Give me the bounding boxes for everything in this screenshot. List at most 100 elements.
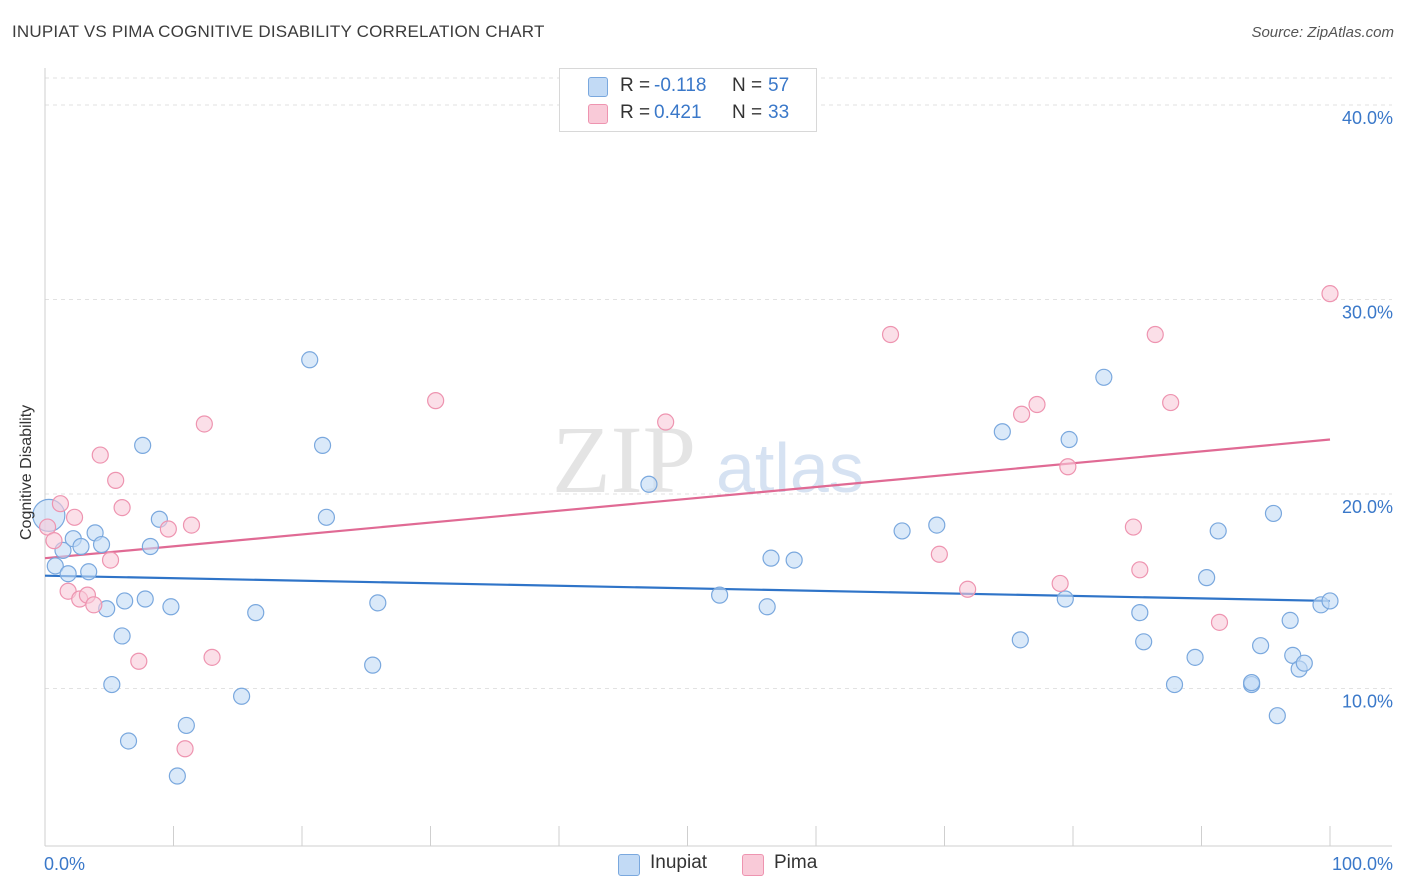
point-pima — [1162, 393, 1180, 412]
point-inupiat — [1243, 674, 1261, 692]
trendlines — [44, 438, 1331, 603]
point-pima — [195, 415, 213, 433]
point-pima — [113, 498, 131, 517]
point-pima — [1210, 613, 1229, 631]
source-label: Source: ZipAtlas.com — [1251, 24, 1394, 41]
point-pima — [51, 495, 70, 513]
point-inupiat — [928, 516, 946, 534]
point-pima — [881, 325, 900, 344]
point-inupiat — [1135, 633, 1153, 651]
point-pima — [1012, 405, 1031, 423]
legend-swatch-pima — [742, 854, 764, 876]
y-tick-label: 30.0% — [1342, 302, 1393, 322]
x-tick-label: 100.0% — [1332, 854, 1393, 874]
point-inupiat — [369, 594, 387, 612]
point-pima — [130, 652, 148, 670]
point-inupiat — [364, 656, 382, 674]
point-inupiat — [168, 767, 186, 785]
point-inupiat — [113, 627, 131, 645]
point-inupiat — [92, 535, 111, 554]
legend-r-label: R = — [620, 75, 651, 96]
point-pima — [101, 551, 120, 569]
point-inupiat — [1131, 604, 1149, 622]
point-inupiat — [116, 592, 134, 610]
point-pima — [91, 446, 109, 464]
point-inupiat — [893, 522, 911, 540]
watermark-zip: ZIP — [552, 406, 696, 513]
point-inupiat — [247, 604, 265, 622]
point-inupiat — [1198, 569, 1216, 587]
point-inupiat — [317, 508, 336, 526]
point-pima — [203, 648, 221, 666]
y-tick-label: 10.0% — [1342, 691, 1393, 711]
tick-labels: 10.0% 20.0% 30.0% 40.0% 0.0% 100.0% — [44, 108, 1393, 874]
trendline-inupiat — [44, 574, 1331, 603]
point-pima — [1321, 285, 1339, 303]
watermark-atlas: atlas — [716, 429, 864, 507]
point-inupiat — [313, 436, 332, 454]
trendline-pima — [44, 438, 1331, 560]
point-inupiat — [1209, 522, 1227, 540]
point-inupiat — [1011, 631, 1029, 649]
point-pima — [176, 740, 194, 758]
axes — [44, 68, 1392, 847]
legend-r-label: R = — [620, 102, 651, 123]
series-legend: Inupiat Pima — [0, 852, 1406, 878]
point-inupiat — [136, 590, 154, 608]
point-pima — [1051, 574, 1069, 593]
point-inupiat — [103, 675, 121, 694]
point-pima — [1146, 325, 1164, 344]
point-inupiat — [80, 563, 98, 581]
point-pima — [657, 413, 675, 431]
correlation-legend: R = -0.118 N = 57 R = 0.421 N = 33 — [559, 68, 817, 132]
point-pima — [85, 596, 103, 614]
point-inupiat — [59, 565, 77, 583]
legend-swatch-pima — [588, 104, 608, 124]
point-inupiat — [1295, 654, 1313, 672]
point-inupiat — [162, 598, 180, 616]
point-inupiat — [1281, 611, 1299, 629]
point-inupiat — [762, 549, 780, 567]
point-inupiat — [72, 537, 90, 556]
point-inupiat — [1060, 430, 1078, 449]
y-axis-label: Cognitive Disability — [18, 404, 35, 540]
legend-label-pima: Pima — [774, 852, 818, 873]
y-tick-label: 40.0% — [1342, 108, 1393, 128]
point-inupiat — [141, 537, 159, 556]
legend-n-value: 57 — [768, 75, 790, 96]
point-pima — [45, 532, 63, 550]
point-inupiat — [1264, 504, 1283, 523]
point-inupiat — [993, 423, 1011, 441]
point-inupiat — [1095, 368, 1113, 386]
point-pima — [959, 580, 977, 598]
point-inupiat — [640, 475, 658, 493]
point-inupiat — [301, 351, 319, 369]
legend-swatch-inupiat — [618, 854, 640, 876]
point-pima — [427, 392, 445, 410]
y-tick-label: 20.0% — [1342, 497, 1393, 517]
data-points — [32, 285, 1339, 785]
legend-n-value: 33 — [768, 102, 790, 123]
point-inupiat — [1186, 648, 1204, 666]
point-pima — [1131, 561, 1149, 579]
point-inupiat — [758, 598, 776, 616]
point-inupiat — [46, 557, 64, 575]
point-pima — [930, 545, 948, 563]
legend-r-value: 0.421 — [654, 102, 702, 123]
point-inupiat — [785, 551, 803, 569]
point-pima — [1059, 458, 1077, 476]
point-pima — [182, 516, 201, 534]
point-pima — [1124, 518, 1142, 536]
point-inupiat — [1056, 590, 1074, 608]
point-inupiat — [1252, 637, 1270, 655]
point-pima — [65, 508, 84, 526]
point-inupiat — [134, 436, 152, 454]
point-inupiat — [1165, 675, 1184, 694]
point-inupiat — [177, 716, 195, 735]
x-tick-label: 0.0% — [44, 854, 85, 874]
legend-n-label: N = — [732, 75, 763, 96]
legend-swatch-inupiat — [588, 77, 608, 97]
chart-title: INUPIAT VS PIMA COGNITIVE DISABILITY COR… — [12, 22, 545, 41]
legend-n-label: N = — [732, 102, 763, 123]
